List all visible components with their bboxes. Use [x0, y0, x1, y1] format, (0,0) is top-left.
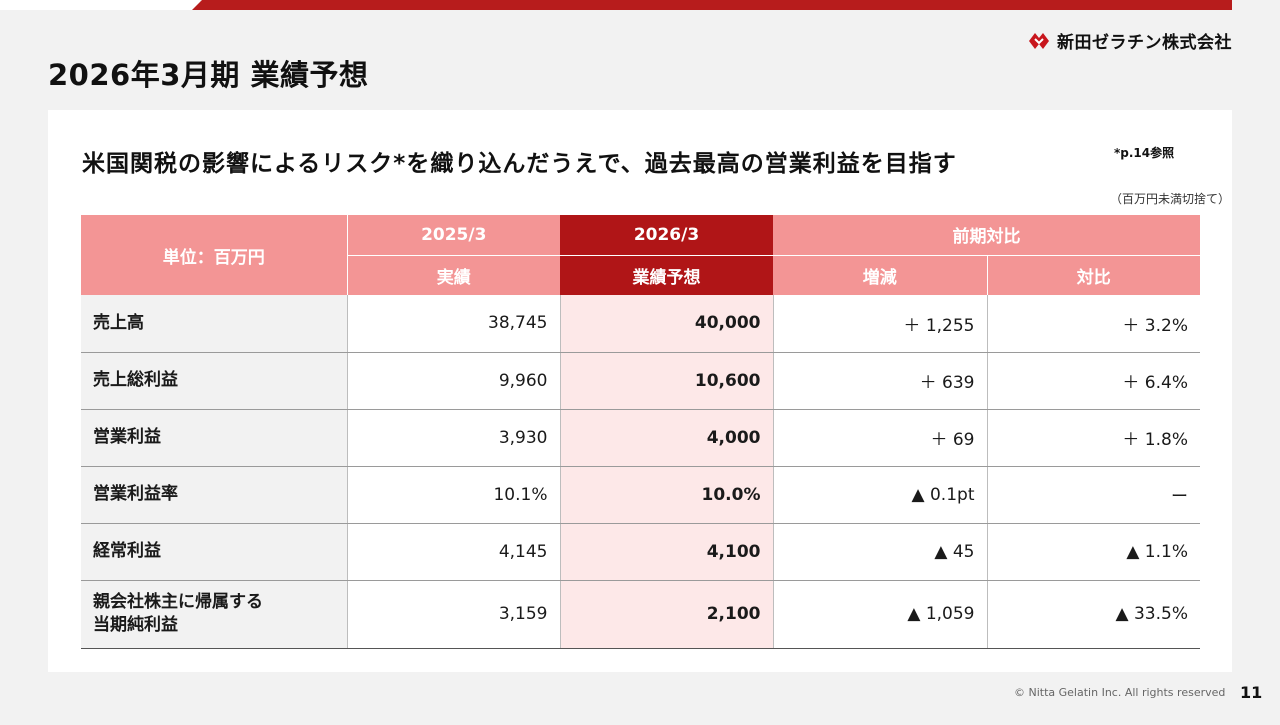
forecast-table: 単位：百万円 2025/3 2026/3 前期対比 実績 業績予想 増減 対比 … [81, 215, 1200, 649]
subheader-change: 増減 [773, 254, 987, 295]
actual-cell: 10.1% [346, 466, 560, 524]
table-row: 経常利益 4,145 4,100 ▲ 45 ▲ 1.1% [81, 523, 1200, 581]
page-title: 2026年3月期 業績予想 [48, 58, 369, 92]
change-cell: ▲ 45 [772, 523, 987, 581]
ratio-cell: ＋ 6.4% [986, 352, 1200, 410]
top-accent-bar [0, 0, 1280, 10]
table-row: 営業利益 3,930 4,000 ＋ 69 ＋ 1.8% [81, 409, 1200, 467]
content-card: 米国関税の影響によるリスク*を織り込んだうえで、過去最高の営業利益を目指す *p… [48, 110, 1232, 672]
header-2025: 2025/3 [346, 215, 560, 255]
actual-cell: 4,145 [346, 523, 560, 581]
header-yoy: 前期対比 [773, 215, 1200, 255]
subheader-actual: 実績 [346, 254, 560, 295]
change-cell: ▲ 1,059 [772, 580, 987, 649]
change-cell: ▲ 0.1pt [772, 466, 987, 524]
row-label: 売上高 [81, 295, 347, 353]
change-cell: ＋ 1,255 [772, 295, 987, 353]
row-label-line1: 親会社株主に帰属する [93, 592, 263, 613]
actual-cell: 3,930 [346, 409, 560, 467]
ratio-cell: ＋ 3.2% [986, 295, 1200, 353]
ratio-cell: ー [986, 466, 1200, 524]
actual-cell: 3,159 [346, 580, 560, 649]
table-row: 親会社株主に帰属する 当期純利益 3,159 2,100 ▲ 1,059 ▲ 3… [81, 580, 1200, 649]
row-label-line2: 当期純利益 [93, 615, 178, 635]
row-label: 営業利益 [81, 409, 347, 467]
forecast-cell: 4,000 [559, 409, 773, 467]
nitta-logo-icon [1029, 32, 1049, 49]
table-row: 売上総利益 9,960 10,600 ＋ 639 ＋ 6.4% [81, 352, 1200, 410]
row-label: 営業利益率 [81, 466, 347, 524]
unit-header: 単位：百万円 [81, 215, 347, 295]
row-label: 親会社株主に帰属する 当期純利益 [81, 580, 347, 649]
table-row: 営業利益率 10.1% 10.0% ▲ 0.1pt ー [81, 466, 1200, 524]
forecast-cell: 2,100 [559, 580, 773, 649]
forecast-cell: 10.0% [559, 466, 773, 524]
actual-cell: 9,960 [346, 352, 560, 410]
table-row: 売上高 38,745 40,000 ＋ 1,255 ＋ 3.2% [81, 295, 1200, 353]
forecast-cell: 40,000 [559, 295, 773, 353]
unit-note: （百万円未満切捨て） [1109, 192, 1230, 206]
ratio-cell: ▲ 1.1% [986, 523, 1200, 581]
company-logo: 新田ゼラチン株式会社 [1027, 28, 1232, 53]
subheader-ratio: 対比 [986, 254, 1200, 295]
header-2026: 2026/3 [560, 215, 773, 255]
page-number: 11 [1240, 683, 1263, 702]
ratio-cell: ＋ 1.8% [986, 409, 1200, 467]
actual-cell: 38,745 [346, 295, 560, 353]
subheader-forecast: 業績予想 [560, 254, 773, 295]
row-label: 経常利益 [81, 523, 347, 581]
copyright-notice: © Nitta Gelatin Inc. All rights reserved [1014, 686, 1226, 699]
change-cell: ＋ 69 [772, 409, 987, 467]
change-cell: ＋ 639 [772, 352, 987, 410]
logo-text: 新田ゼラチン株式会社 [1057, 33, 1232, 53]
forecast-cell: 10,600 [559, 352, 773, 410]
ratio-cell: ▲ 33.5% [986, 580, 1200, 649]
forecast-cell: 4,100 [559, 523, 773, 581]
headline: 米国関税の影響によるリスク*を織り込んだうえで、過去最高の営業利益を目指す [82, 151, 957, 177]
footnote-reference: *p.14参照 [1114, 146, 1175, 160]
row-label: 売上総利益 [81, 352, 347, 410]
